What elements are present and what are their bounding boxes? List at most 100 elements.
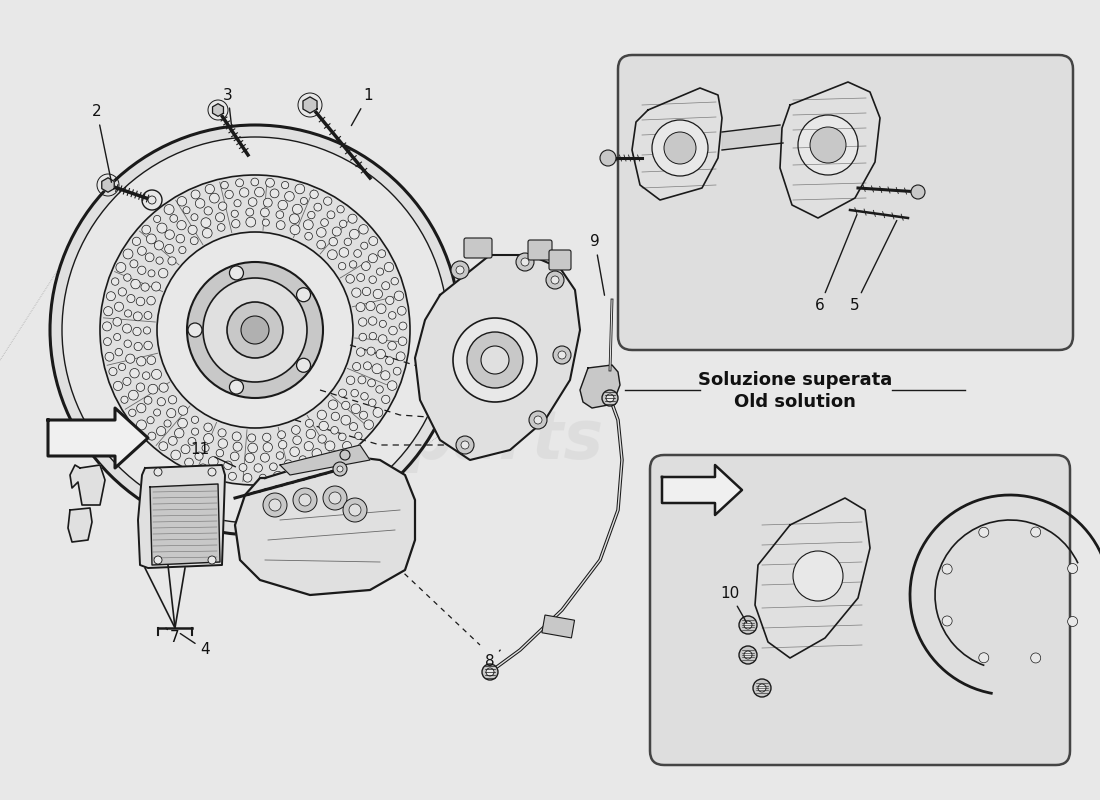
Circle shape xyxy=(183,206,190,214)
Circle shape xyxy=(310,190,318,198)
Circle shape xyxy=(204,278,307,382)
Circle shape xyxy=(232,219,240,228)
Polygon shape xyxy=(632,88,722,200)
Circle shape xyxy=(178,406,188,415)
Circle shape xyxy=(123,378,131,386)
Circle shape xyxy=(1068,563,1078,574)
Circle shape xyxy=(328,250,338,259)
Circle shape xyxy=(103,338,111,346)
Circle shape xyxy=(191,416,199,423)
Circle shape xyxy=(339,389,346,397)
Circle shape xyxy=(397,306,406,315)
Circle shape xyxy=(240,188,249,197)
Circle shape xyxy=(263,493,287,517)
Polygon shape xyxy=(212,104,223,116)
Polygon shape xyxy=(722,125,783,150)
Polygon shape xyxy=(302,97,317,113)
Text: 1: 1 xyxy=(351,89,373,126)
Circle shape xyxy=(482,664,498,680)
Circle shape xyxy=(111,278,119,286)
Circle shape xyxy=(204,434,213,443)
Circle shape xyxy=(361,242,367,250)
FancyBboxPatch shape xyxy=(618,55,1072,350)
Circle shape xyxy=(292,426,300,434)
Circle shape xyxy=(216,213,224,222)
Circle shape xyxy=(104,352,113,361)
Circle shape xyxy=(157,398,165,406)
Circle shape xyxy=(245,208,254,216)
Circle shape xyxy=(261,208,270,217)
Circle shape xyxy=(277,430,286,438)
Text: 9: 9 xyxy=(590,234,605,295)
Circle shape xyxy=(271,189,279,198)
Polygon shape xyxy=(68,508,92,542)
Circle shape xyxy=(293,204,303,214)
Circle shape xyxy=(113,334,121,341)
Circle shape xyxy=(154,409,161,416)
Circle shape xyxy=(206,185,214,194)
Circle shape xyxy=(340,220,346,227)
Circle shape xyxy=(362,287,371,296)
Circle shape xyxy=(344,238,352,246)
Circle shape xyxy=(263,433,271,442)
Circle shape xyxy=(241,316,270,344)
Circle shape xyxy=(558,351,566,359)
Text: 8: 8 xyxy=(485,650,501,670)
Circle shape xyxy=(317,410,327,419)
Circle shape xyxy=(306,419,313,427)
Circle shape xyxy=(136,383,145,391)
Circle shape xyxy=(350,261,356,268)
Circle shape xyxy=(202,445,209,452)
Circle shape xyxy=(398,337,407,346)
Circle shape xyxy=(368,254,377,262)
Circle shape xyxy=(187,262,323,398)
Circle shape xyxy=(359,225,369,234)
Circle shape xyxy=(372,364,382,374)
Circle shape xyxy=(341,415,351,425)
Circle shape xyxy=(179,246,186,254)
Circle shape xyxy=(148,270,155,277)
Circle shape xyxy=(382,395,389,403)
Circle shape xyxy=(123,249,133,259)
Circle shape xyxy=(177,221,186,230)
Circle shape xyxy=(378,334,387,343)
Circle shape xyxy=(138,266,146,274)
Circle shape xyxy=(367,347,375,355)
Circle shape xyxy=(293,488,317,512)
Circle shape xyxy=(350,230,360,239)
Circle shape xyxy=(606,394,614,402)
Circle shape xyxy=(300,198,308,205)
Polygon shape xyxy=(755,498,870,658)
Circle shape xyxy=(133,327,141,335)
Circle shape xyxy=(251,178,258,186)
Circle shape xyxy=(147,432,156,440)
Polygon shape xyxy=(662,465,742,515)
Circle shape xyxy=(368,276,376,283)
Circle shape xyxy=(102,322,111,331)
Circle shape xyxy=(218,439,228,448)
Circle shape xyxy=(388,342,396,350)
Circle shape xyxy=(164,205,174,214)
Circle shape xyxy=(453,318,537,402)
Circle shape xyxy=(130,369,140,378)
Circle shape xyxy=(182,445,190,454)
Circle shape xyxy=(521,258,529,266)
Circle shape xyxy=(119,363,125,370)
Circle shape xyxy=(195,452,204,460)
Circle shape xyxy=(293,436,301,445)
Text: Soluzione superata: Soluzione superata xyxy=(697,371,892,389)
Circle shape xyxy=(534,416,542,424)
Circle shape xyxy=(254,187,264,197)
Circle shape xyxy=(305,442,314,450)
Circle shape xyxy=(249,198,257,206)
Circle shape xyxy=(204,423,212,431)
Circle shape xyxy=(285,191,294,201)
Polygon shape xyxy=(70,465,104,505)
Circle shape xyxy=(282,182,288,189)
Circle shape xyxy=(332,227,341,236)
Circle shape xyxy=(208,457,218,466)
Circle shape xyxy=(304,464,311,473)
Circle shape xyxy=(351,404,361,414)
Circle shape xyxy=(356,302,365,312)
Circle shape xyxy=(109,367,117,376)
